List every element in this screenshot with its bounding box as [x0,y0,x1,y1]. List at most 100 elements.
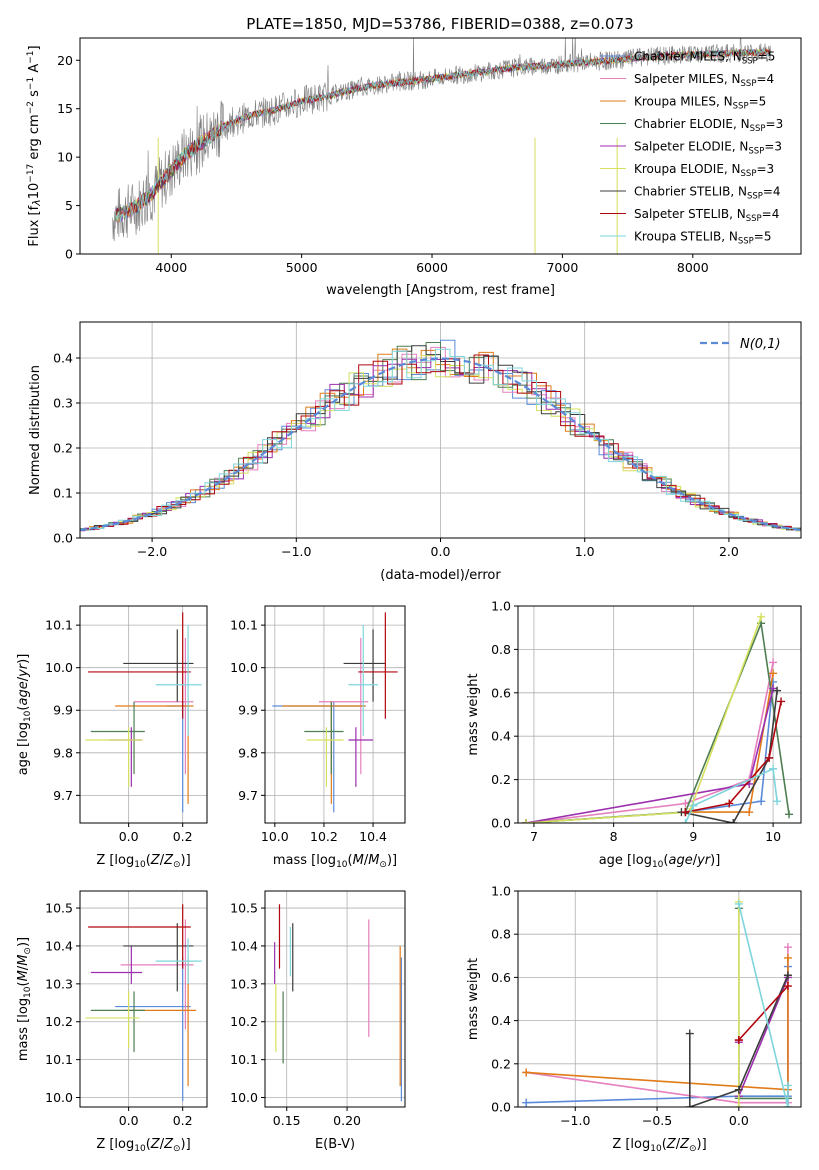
y-tick-label: 0.4 [53,351,73,366]
x-tick-label: 2.0 [719,544,739,559]
y-tick-label: 10.0 [45,1090,73,1105]
error-bars [85,904,202,1102]
weight-line-ss [685,701,782,813]
axes-frame [79,321,802,539]
x-tick-label: 10.4 [359,829,387,844]
x-tick-label: −0.5 [642,1113,672,1128]
weight-marker-ke [734,1103,743,1107]
x-tick-label: −1.0 [560,1113,590,1128]
x-tick-label: 10.2 [310,829,338,844]
histograms [80,339,801,532]
x-axis-label: Z [log10(Z/Z⊙)] [612,1137,706,1154]
y-tick-label: 10.1 [230,1052,258,1067]
x-tick-label: 4000 [155,260,187,275]
x-axis-label: age [log10(age/yr)] [599,853,721,870]
x-tick-label: 0.0 [119,829,139,844]
weight-marker-ks [783,1103,792,1107]
mass-vs-ebv-panel: 0.15 0.20 10.0 10.1 10.2 10.3 10.4 10.5 E(B-V) [230,890,406,1152]
weight-marker-ks [681,819,690,823]
spectrum-lines [112,38,772,254]
legend-label-cs: Chabrier STELIB, NSSP=4 [634,185,781,202]
x-tick-label: 0.2 [173,1113,193,1128]
weight-line-cs [681,690,778,823]
y-axis-label: mass weight [466,673,481,755]
weight-line-cs [689,974,789,1107]
weight-line-ks [738,903,789,1107]
x-axis-label: mass [log10(M/M⊙)] [273,853,397,870]
y-tick-label: 0.2 [491,772,511,787]
weight-marker-ks [734,899,743,908]
weight-marker-ss [725,799,734,808]
x-tick-label: 0.0 [431,544,451,559]
weight-marker-ss [783,982,792,991]
y-tick-label: 20 [57,53,73,68]
y-tick-label: 9.8 [238,745,258,760]
y-tick-label: 10.0 [230,1090,258,1105]
y-tick-label: 10.0 [45,660,73,675]
y-tick-label: 1.0 [491,884,511,899]
y-tick-label: 9.7 [53,788,73,803]
y-tick-label: 10.2 [45,1014,73,1029]
x-axis-label: wavelength [Angstrom, rest frame] [326,283,555,298]
legend-label-ks: Kroupa STELIB, NSSP=5 [634,230,772,247]
weight-marker-cs [734,1085,743,1094]
y-axis-label: Flux [fλ10−17 erg cm−2 s−1 A−1] [26,45,43,246]
grid [518,605,801,824]
age-vs-mass-panel: 10.0 10.2 10.4 9.7 9.8 9.9 10.0 10.1 mass [log10… [230,605,406,870]
y-tick-label: 10.0 [230,660,258,675]
weight-line-se [525,688,774,823]
y-tick-label: 0.6 [491,970,511,985]
spectrum-panel: 4000 5000 6000 7000 8000 0 5 10 15 20 wavelength [… [26,37,802,298]
weight-marker-km [522,1068,531,1077]
weight-marker-ke [757,612,766,621]
weight-lines [521,612,794,823]
weight-line-ss [738,985,789,1041]
x-tick-label: 8000 [677,260,709,275]
x-tick-label: 0.15 [273,1113,301,1128]
y-tick-label: 0.2 [53,441,73,456]
y-tick-label: 0 [65,247,73,262]
weight-marker-km [745,808,754,817]
axes-frame [79,37,802,255]
legend-label-normal: N(0,1) [740,337,781,352]
weight-marker-cs [729,819,738,823]
y-tick-label: 15 [57,101,73,116]
legend-label-ce: Chabrier ELODIE, NSSP=3 [634,117,783,134]
x-tick-label: 0.20 [333,1113,361,1128]
weight-marker-ss [734,1036,743,1045]
error-bars [85,612,202,813]
legend-label-sm: Salpeter MILES, NSSP=4 [634,72,774,89]
weight-marker-cs [783,971,792,980]
y-tick-label: 9.9 [53,703,73,718]
y-tick-label: 10.2 [230,1014,258,1029]
weight-marker-ks [769,764,778,773]
y-tick-label: 0.6 [491,685,511,700]
weight-line-ks [684,767,778,823]
x-tick-label: 1.0 [575,544,595,559]
y-tick-label: 10.5 [230,901,258,916]
axes-frame [517,605,802,824]
x-tick-label: 7000 [546,260,578,275]
residual-histogram-panel: −2.0 −1.0 0.0 1.0 2.0 0.0 0.1 0.2 0.3 0.4 (data-mo… [28,321,802,583]
y-tick-label: 10.1 [45,618,73,633]
y-axis-label: mass weight [466,958,481,1040]
x-tick-label: 5000 [286,260,318,275]
x-tick-label: 7 [530,829,538,844]
weight-marker-ce [785,810,794,819]
x-tick-label: −2.0 [137,544,167,559]
mass-weight-vs-metallicity-panel: −1.0 −0.5 0.0 0.0 0.2 0.4 0.6 0.8 1.0 Z [log10(Z/… [466,884,802,1154]
y-tick-label: 10.5 [45,901,73,916]
y-tick-label: 0.4 [491,729,511,744]
axes-frame [79,605,208,824]
y-tick-label: 10.3 [45,976,73,991]
y-tick-label: 10.1 [230,618,258,633]
weight-line-ke [525,616,762,823]
y-tick-label: 9.8 [53,745,73,760]
weight-marker-sm [783,943,792,952]
x-tick-label: −1.0 [281,544,311,559]
y-tick-label: 0.2 [491,1056,511,1071]
x-tick-label: 0.0 [119,1113,139,1128]
weight-marker-sm [769,658,778,667]
x-tick-label: 6000 [416,260,448,275]
